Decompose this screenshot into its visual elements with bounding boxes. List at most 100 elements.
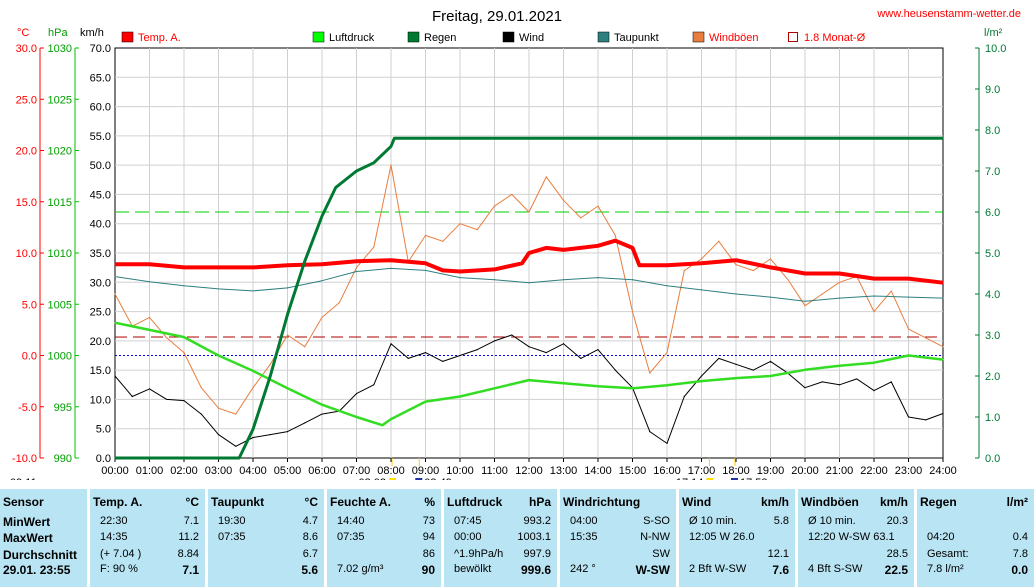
data-point [769,296,772,298]
data-point [735,259,737,261]
table-column: Taupunkt °C 19:30 4.7 07:35 8.6 6.7 5.6 [208,489,324,587]
data-point [700,380,703,382]
data-point [769,266,772,268]
wind-tick-label: 30.0 [90,277,111,289]
table-cell-value: 6.7 [302,548,318,560]
data-point [873,278,875,280]
data-point [390,259,392,261]
data-point [355,416,358,418]
wind-tick-label: 10.0 [90,394,111,406]
legend-label: Regen [424,32,456,44]
sun-event-label: 17:58 [740,477,768,480]
table-column-header: Luftdruck [447,495,503,509]
table-column-unit: km/h [879,495,908,509]
x-tick-label: 20:00 [791,465,819,477]
data-point [321,263,323,265]
table-cell-label: 242 ° [570,563,596,575]
data-point [925,337,927,339]
data-point [183,285,185,287]
data-point [838,281,841,283]
data-point [804,272,806,275]
rain-tick-label: 5.0 [985,248,1000,260]
table-cell-value: 86 [422,548,435,560]
data-point [838,365,841,367]
series-line-luftdruck [114,321,944,427]
x-tick-label: 01:00 [136,465,164,477]
data-point [238,457,240,459]
data-point [735,377,737,379]
x-tick-label: 11:00 [481,465,508,477]
table-cell-value: 11.2 [178,531,199,543]
data-point [131,395,133,398]
data-point [562,279,565,281]
pressure-tick-label: 1010 [48,248,72,260]
table-cell-value: 90 [421,563,435,577]
data-point [304,260,306,262]
table-cell-label: 07:45 [454,515,482,527]
table-cell-value: 7.8 [1012,548,1028,560]
table-column-unit: °C [304,495,318,509]
data-point [545,247,547,249]
legend-swatch [218,32,228,42]
temp-tick-label: -5.0 [18,402,37,414]
data-point [700,262,703,264]
data-point [528,211,530,213]
wind-tick-label: 50.0 [90,160,111,172]
table-column: Sensor MinWert MaxWert Durchschnitt 29.01. 2… [0,489,87,587]
legend-label: 1.8 Monat-Ø [804,32,866,44]
table-column: Windböen km/h Ø 10 min. 20.3 12:20 W-SW 63.1… [798,489,914,587]
table-column-header: Sensor [3,495,44,509]
data-point [424,234,427,237]
temp-axis-unit: °C [17,27,29,39]
rain-tick-label: 8.0 [985,125,1000,137]
table-cell-label: Ø 10 min. [808,515,856,527]
data-point [442,269,444,272]
data-point [597,385,599,387]
x-tick-label: 03:00 [205,465,233,477]
data-point [493,279,496,281]
data-point [252,370,254,372]
data-point [942,137,944,139]
legend-swatch [121,31,134,43]
data-point [286,431,289,433]
data-point [804,300,806,302]
x-tick-label: 07:00 [343,465,371,477]
data-point [459,395,461,398]
data-point [252,266,254,268]
data-point [114,375,116,377]
data-point [873,310,875,313]
data-point [321,413,323,415]
temp-tick-label: 15.0 [16,197,37,209]
wind-tick-label: 35.0 [90,248,111,260]
data-point [735,293,737,295]
x-tick-label: 13:00 [550,465,578,477]
sun-event-label: 09:11 [10,477,37,480]
data-point [700,375,703,377]
data-point [373,384,375,386]
data-point [838,297,841,299]
table-column-header: Windrichtung [563,495,641,509]
data-point [838,384,841,386]
data-point [493,387,496,389]
table-cell-value: 0.0 [1011,563,1028,577]
data-point [424,262,427,264]
x-tick-label: 14:00 [584,465,612,477]
data-point [114,263,116,265]
table-cell-value: 8.84 [177,548,199,560]
pressure-tick-label: 1030 [48,43,72,55]
table-cell-value: N-NW [640,531,670,543]
legend-label: Wind [519,32,544,44]
data-point [235,445,237,447]
table-column-unit: km/h [760,495,789,509]
table-cell-label: 12:20 W-SW 63.1 [808,531,895,543]
data-point [804,369,806,371]
table-cell-label: 15:35 [570,531,598,543]
data-point [148,263,151,265]
table-cell-label: Ø 10 min. [689,515,737,527]
x-tick-label: 06:00 [308,465,336,477]
data-point [821,293,823,295]
data-point [424,401,427,403]
data-point [631,279,634,281]
data-point [821,381,823,383]
table-cell-value: 94 [422,531,435,543]
